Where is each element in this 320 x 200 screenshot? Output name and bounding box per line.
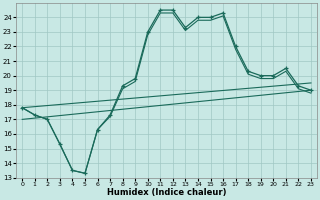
X-axis label: Humidex (Indice chaleur): Humidex (Indice chaleur) bbox=[107, 188, 226, 197]
